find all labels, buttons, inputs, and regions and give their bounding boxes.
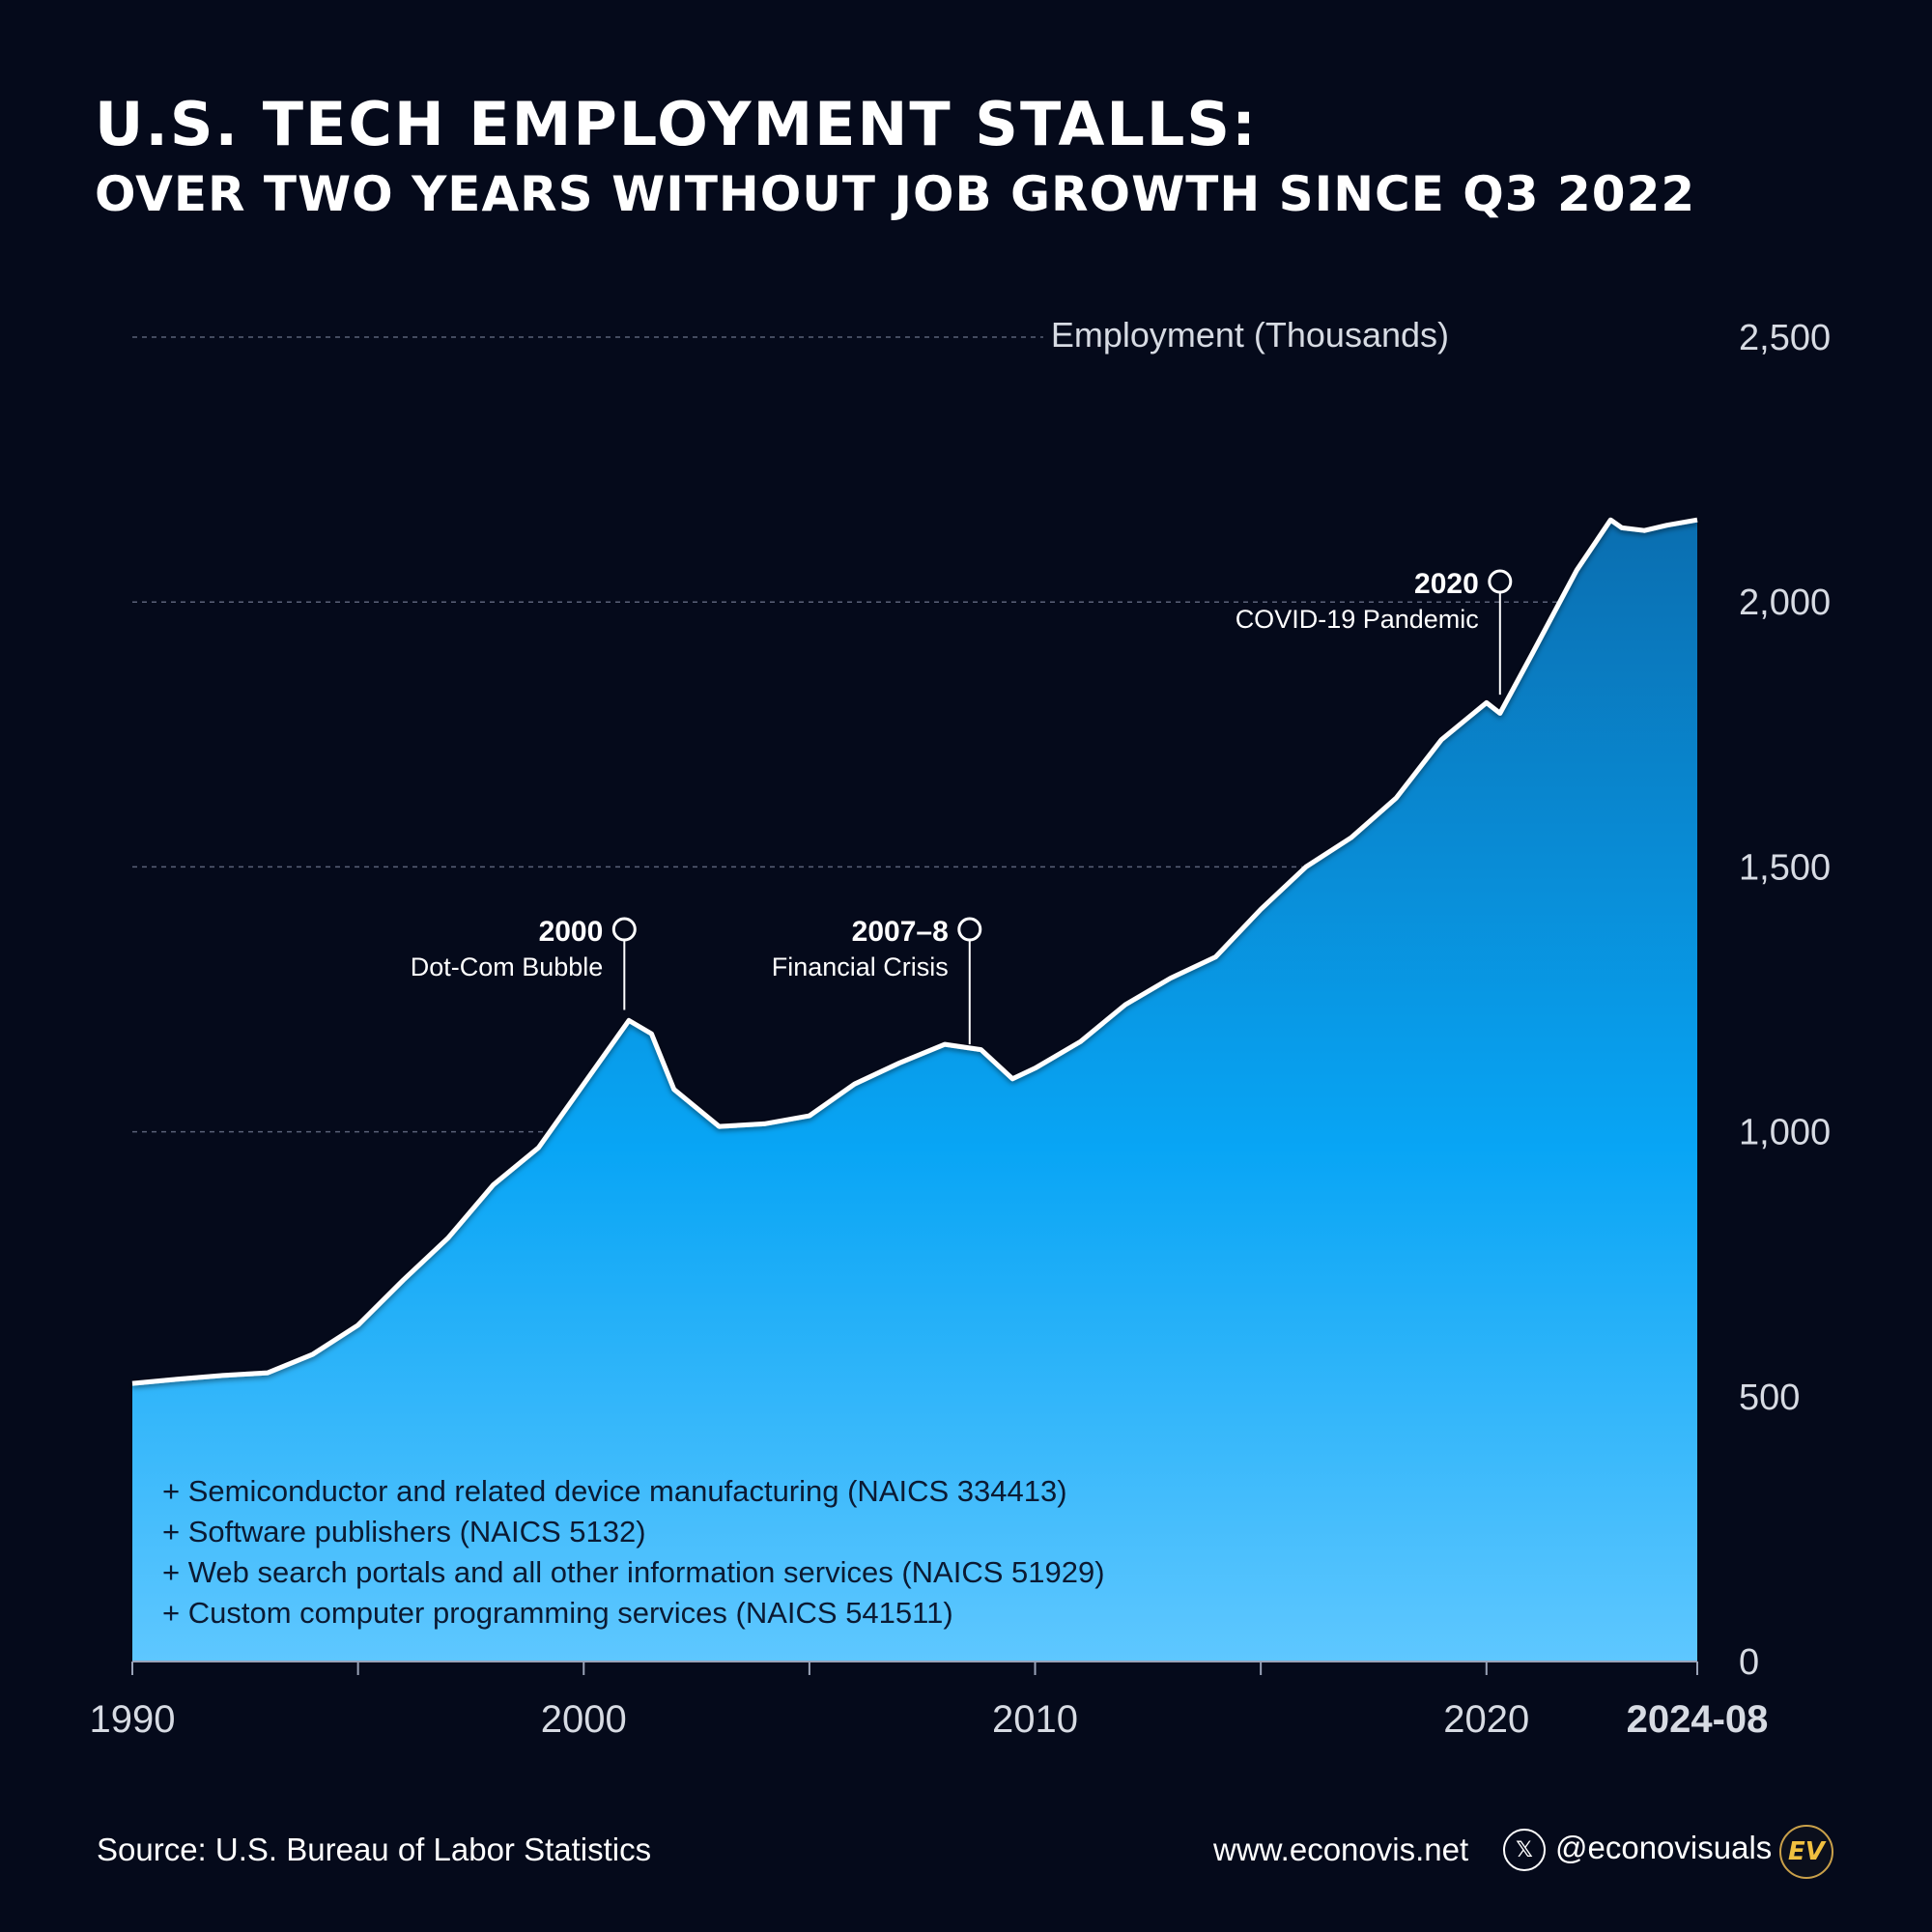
x-tick-label: 2020: [1443, 1698, 1529, 1741]
y-tick-label: 1,500: [1739, 847, 1831, 888]
x-axis: 1990 2000 2010 2020 2024-08: [90, 1661, 1769, 1741]
ev-logo: EV: [1779, 1825, 1833, 1879]
annotation-year: 2000: [539, 916, 604, 948]
annotation-year: 2020: [1414, 568, 1479, 600]
annotation-label: Financial Crisis: [772, 952, 949, 981]
annotations: 2000 Dot-Com Bubble 2007–8 Financial Crisis…: [411, 568, 1513, 1045]
annotation-marker: [611, 917, 637, 942]
annotation-label: COVID-19 Pandemic: [1236, 605, 1479, 634]
employment-area: [132, 520, 1697, 1662]
annotation-year: 2007–8: [852, 916, 949, 948]
employment-line: [131, 517, 1698, 1386]
legend-item: + Custom computer programming services (…: [162, 1596, 953, 1630]
annotation-label: Dot-Com Bubble: [411, 952, 604, 981]
social-handle[interactable]: @econovisuals: [1555, 1830, 1773, 1865]
y-axis-label: Employment (Thousands): [1042, 315, 1449, 355]
x-tick-label: 1990: [90, 1698, 176, 1741]
legend-item: + Semiconductor and related device manuf…: [162, 1474, 1067, 1508]
x-logo-icon: 𝕏: [1503, 1829, 1546, 1871]
y-tick-label: 2,000: [1739, 582, 1831, 623]
x-tick-label: 2024-08: [1627, 1698, 1769, 1741]
source-note: Source: U.S. Bureau of Labor Statistics: [97, 1832, 652, 1867]
chart-title: U.S. TECH EMPLOYMENT STALLS:: [95, 89, 1258, 159]
annotation-marker: [1488, 569, 1513, 594]
legend-item: + Software publishers (NAICS 5132): [162, 1515, 646, 1548]
y-tick-label: 2,500: [1739, 318, 1831, 358]
x-tick-label: 2010: [992, 1698, 1078, 1741]
y-axis: 0 500 1,000 1,500 2,000 2,500: [1739, 318, 1831, 1683]
y-tick-label: 0: [1739, 1642, 1759, 1683]
x-tick-label: 2000: [541, 1698, 627, 1741]
chart-subtitle: OVER TWO YEARS WITHOUT JOB GROWTH SINCE …: [95, 166, 1696, 222]
website-link[interactable]: www.econovis.net: [1213, 1832, 1469, 1867]
annotation-marker: [957, 917, 982, 942]
legend-item: + Web search portals and all other infor…: [162, 1555, 1105, 1589]
y-tick-label: 1,000: [1739, 1113, 1831, 1153]
series-legend: + Semiconductor and related device manuf…: [162, 1471, 1105, 1634]
y-tick-label: 500: [1739, 1378, 1800, 1418]
